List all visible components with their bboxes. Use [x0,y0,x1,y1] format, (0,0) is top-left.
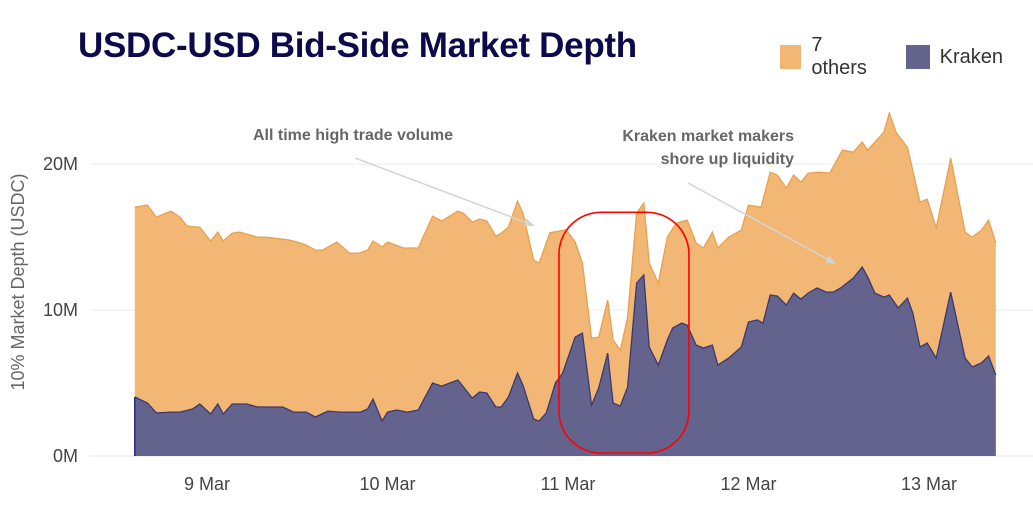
x-tick-label: 11 Mar [541,474,596,494]
x-tick-label: 13 Mar [901,474,957,494]
annotation-kraken-line: shore up liquidity [661,151,794,168]
legend-item-kraken[interactable]: Kraken [905,45,1003,69]
y-tick-label: 20M [43,154,78,174]
highlight-box [558,211,690,454]
annotation-arrow-kraken [687,182,837,265]
annotation-kraken-line: Kraken market makers [622,128,794,145]
legend-swatch-kraken [905,45,930,69]
area-kraken [134,267,996,456]
x-tick-label: 10 Mar [359,474,415,494]
y-axis-label: 10% Market Depth (USDC) [8,173,28,390]
x-tick-label: 9 Mar [184,474,230,494]
legend-swatch-7-others [780,45,802,69]
legend: 7 others Kraken [780,34,1033,80]
line-7-others [134,111,997,352]
x-tick-label: 12 Mar [720,474,776,494]
annotation-arrow-ath [354,157,535,227]
legend-label-7-others: 7 others [811,34,867,79]
legend-item-7-others[interactable]: 7 others [780,34,876,80]
chart-title: USDC-USD Bid-Side Market Depth [78,26,637,65]
annotation-ath: All time high trade volume [253,127,453,144]
y-tick-label: 0M [53,446,78,466]
legend-label-kraken: Kraken [939,45,1003,68]
line-kraken [134,265,997,423]
y-tick-label: 10M [43,300,78,320]
